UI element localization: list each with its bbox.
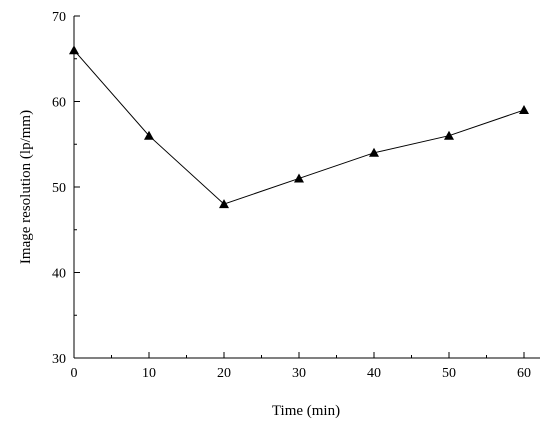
x-tick-label: 0	[71, 366, 78, 381]
y-tick-label: 40	[52, 267, 66, 282]
data-point-marker	[294, 173, 304, 183]
data-point-marker	[519, 105, 529, 115]
data-point-marker	[444, 130, 454, 140]
plot-frame	[73, 16, 540, 359]
data-point-marker	[219, 199, 229, 209]
x-axis-ticks: 0 10 20 30 40 50 60	[71, 352, 531, 381]
x-tick-label: 40	[367, 366, 381, 381]
y-tick-label: 70	[52, 10, 66, 25]
x-tick-label: 30	[292, 366, 306, 381]
x-tick-label: 20	[217, 366, 231, 381]
y-tick-label: 60	[52, 96, 66, 111]
y-tick-label: 50	[52, 181, 66, 196]
data-point-marker	[369, 147, 379, 157]
x-tick-label: 60	[517, 366, 531, 381]
data-point-marker	[144, 130, 154, 140]
y-axis-label: Image resolution (lp/mm)	[18, 110, 34, 264]
x-tick-label: 10	[142, 366, 156, 381]
x-tick-label: 50	[442, 366, 456, 381]
series-layer	[69, 45, 529, 209]
data-point-marker	[69, 45, 79, 55]
x-axis-label: Time (min)	[272, 403, 340, 419]
y-axis-ticks: 30 40 50 60 70	[52, 10, 80, 367]
y-tick-label: 30	[52, 352, 66, 367]
